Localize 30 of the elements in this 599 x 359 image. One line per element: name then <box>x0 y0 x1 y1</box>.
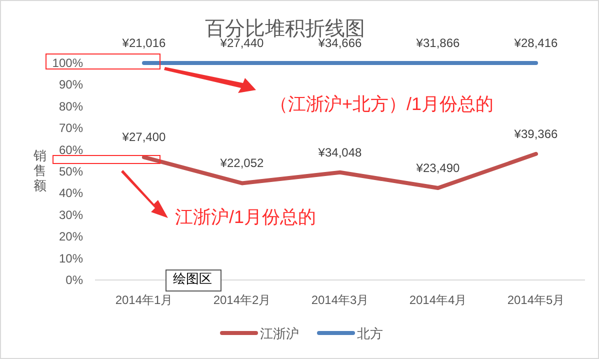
annotation: ¥22,052 <box>219 156 264 170</box>
y-tick-label: 10% <box>58 251 84 266</box>
x-tick-label: 2014年4月 <box>409 293 467 307</box>
y-tick-label: 50% <box>58 164 84 178</box>
y-tick-label: 60% <box>58 142 84 157</box>
y-tick-label: 30% <box>58 208 84 222</box>
annotation: ¥34,048 <box>317 145 362 160</box>
y-tick-label: 100% <box>52 56 84 70</box>
annotation: 江浙沪/1月份总的 <box>175 207 316 227</box>
y-tick-label: 70% <box>58 121 84 136</box>
x-tick-label: 2014年3月 <box>311 293 369 307</box>
annotation: ¥39,366 <box>513 126 558 141</box>
legend-label: 江浙沪 <box>260 326 299 341</box>
annotation: ¥28,416 <box>513 36 558 50</box>
y-tick-label: 90% <box>58 78 84 92</box>
y-tick-label: 20% <box>58 230 84 244</box>
annotation: ¥31,866 <box>415 36 460 50</box>
x-tick-label: 2014年2月 <box>213 293 271 307</box>
x-tick-label: 2014年5月 <box>507 293 565 307</box>
annotation: （江浙沪+北方）/1月份总的 <box>270 94 494 114</box>
annotation: ¥23,490 <box>415 160 460 175</box>
annotation: ¥21,016 <box>121 36 166 50</box>
legend-label: 北方 <box>357 326 383 341</box>
annotation: 绘图区 <box>173 271 212 286</box>
x-tick-label: 2014年1月 <box>115 293 173 307</box>
y-tick-label: 40% <box>58 186 84 200</box>
y-tick-label: 80% <box>58 99 84 114</box>
y-axis-title: 销售额 <box>32 148 46 193</box>
y-tick-label: 0% <box>66 273 84 287</box>
annotation: ¥27,400 <box>121 130 166 144</box>
